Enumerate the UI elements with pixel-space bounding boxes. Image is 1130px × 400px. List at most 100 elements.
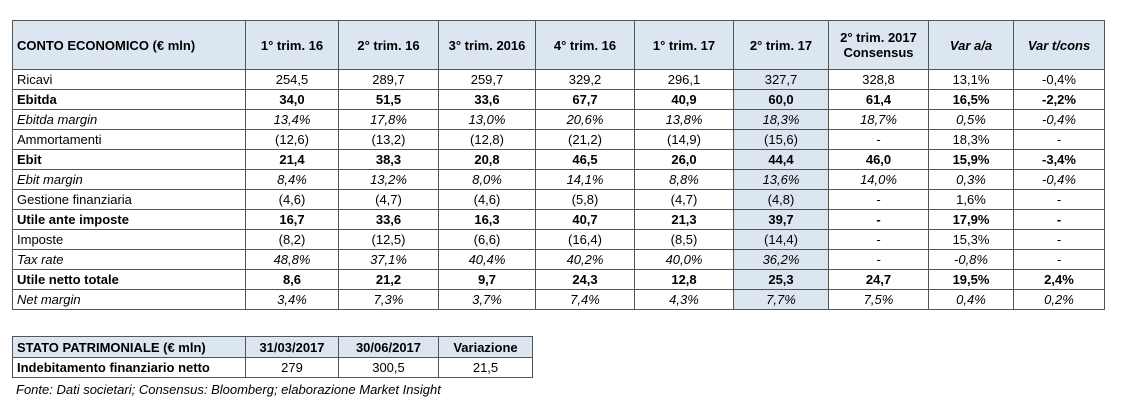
- cell: 2° trim. 2017 Consensus: [828, 20, 929, 70]
- cell: 2,4%: [1013, 269, 1105, 290]
- cell: 2° trim. 16: [338, 20, 439, 70]
- cell: Ebit margin: [12, 169, 246, 190]
- cell: 33,6: [338, 209, 439, 230]
- cell: 8,6: [245, 269, 339, 290]
- cell: 300,5: [338, 357, 439, 378]
- cell: Variazione: [438, 336, 533, 358]
- cell: 4° trim. 16: [535, 20, 635, 70]
- cell: Var a/a: [928, 20, 1014, 70]
- cell: 13,2%: [338, 169, 439, 190]
- table-row: Ebitda margin 13,4% 17,8% 13,0% 20,6% 13,8% 18…: [12, 109, 1105, 130]
- cell: (12,5): [338, 229, 439, 250]
- cell: 7,5%: [828, 289, 929, 310]
- cell: Var t/cons: [1013, 20, 1105, 70]
- cell: Indebitamento finanziario netto: [12, 357, 246, 378]
- cell: -: [1013, 129, 1105, 150]
- cell: 26,0: [634, 149, 734, 170]
- cell: 46,5: [535, 149, 635, 170]
- cell: 16,3: [438, 209, 536, 230]
- cell: 15,3%: [928, 229, 1014, 250]
- table-row: Indebitamento finanziario netto 279 300,5 2…: [12, 357, 533, 378]
- cell: -: [828, 229, 929, 250]
- cell: 48,8%: [245, 249, 339, 270]
- cell: 0,5%: [928, 109, 1014, 130]
- cell: 18,3%: [928, 129, 1014, 150]
- cell: 7,3%: [338, 289, 439, 310]
- cell: 20,6%: [535, 109, 635, 130]
- cell: 2° trim. 17: [733, 20, 829, 70]
- cell: -: [1013, 229, 1105, 250]
- cell: 296,1: [634, 69, 734, 90]
- cell: Ebitda: [12, 89, 246, 110]
- cell: -3,4%: [1013, 149, 1105, 170]
- cell: 33,6: [438, 89, 536, 110]
- cell: Tax rate: [12, 249, 246, 270]
- cell: 37,1%: [338, 249, 439, 270]
- cell: (15,6): [733, 129, 829, 150]
- cell: 60,0: [733, 89, 829, 110]
- cell: 21,2: [338, 269, 439, 290]
- cell: (4,6): [245, 189, 339, 210]
- cell: 36,2%: [733, 249, 829, 270]
- income-table: CONTO ECONOMICO (€ mln) 1° trim. 16 2° tri…: [12, 20, 1105, 310]
- cell: (6,6): [438, 229, 536, 250]
- cell: 17,9%: [928, 209, 1014, 230]
- cell: 17,8%: [338, 109, 439, 130]
- cell: 24,3: [535, 269, 635, 290]
- cell: 4,3%: [634, 289, 734, 310]
- cell: 61,4: [828, 89, 929, 110]
- cell: 12,8: [634, 269, 734, 290]
- cell: -: [828, 189, 929, 210]
- cell: 1,6%: [928, 189, 1014, 210]
- cell: 39,7: [733, 209, 829, 230]
- cell: Utile ante imposte: [12, 209, 246, 230]
- cell: -: [828, 209, 929, 230]
- cell: 279: [245, 357, 339, 378]
- cell: Gestione finanziaria: [12, 189, 246, 210]
- table-row: Utile ante imposte 16,7 33,6 16,3 40,7 21,3 39…: [12, 209, 1105, 230]
- cell: (8,5): [634, 229, 734, 250]
- cell: Imposte: [12, 229, 246, 250]
- cell: 38,3: [338, 149, 439, 170]
- cell: 0,4%: [928, 289, 1014, 310]
- cell: 7,7%: [733, 289, 829, 310]
- cell: -: [828, 249, 929, 270]
- header-row: CONTO ECONOMICO (€ mln) 1° trim. 16 2° tri…: [12, 20, 1105, 70]
- cell: 40,4%: [438, 249, 536, 270]
- cell: 13,4%: [245, 109, 339, 130]
- cell: -0,4%: [1013, 69, 1105, 90]
- table-row: Ebit 21,4 38,3 20,8 46,5 26,0 44,4 46,0 15,9% -3,…: [12, 149, 1105, 170]
- cell: 0,2%: [1013, 289, 1105, 310]
- table-row: Tax rate 48,8% 37,1% 40,4% 40,2% 40,0% 36,2% - -…: [12, 249, 1105, 270]
- cell: (12,6): [245, 129, 339, 150]
- cell: 13,1%: [928, 69, 1014, 90]
- cell: 18,7%: [828, 109, 929, 130]
- cell: -: [1013, 189, 1105, 210]
- cell: 21,5: [438, 357, 533, 378]
- cell: 25,3: [733, 269, 829, 290]
- table-row: Ebitda 34,0 51,5 33,6 67,7 40,9 60,0 61,4 16,5% -…: [12, 89, 1105, 110]
- table-row: Ricavi 254,5 289,7 259,7 329,2 296,1 327,7 328,…: [12, 69, 1105, 90]
- cell: -: [1013, 209, 1105, 230]
- cell: 9,7: [438, 269, 536, 290]
- cell: (4,6): [438, 189, 536, 210]
- cell: 16,5%: [928, 89, 1014, 110]
- cell: 1° trim. 17: [634, 20, 734, 70]
- cell: STATO PATRIMONIALE (€ mln): [12, 336, 246, 358]
- cell: 13,6%: [733, 169, 829, 190]
- cell: 21,3: [634, 209, 734, 230]
- table-row: Ebit margin 8,4% 13,2% 8,0% 14,1% 8,8% 13,6% 14…: [12, 169, 1105, 190]
- cell: (5,8): [535, 189, 635, 210]
- cell: Ammortamenti: [12, 129, 246, 150]
- table-row: Gestione finanziaria (4,6) (4,7) (4,6) (5,8)…: [12, 189, 1105, 210]
- cell: Ebitda margin: [12, 109, 246, 130]
- cell: 7,4%: [535, 289, 635, 310]
- cell: Ricavi: [12, 69, 246, 90]
- cell: (4,7): [338, 189, 439, 210]
- cell: CONTO ECONOMICO (€ mln): [12, 20, 246, 70]
- balance-table: STATO PATRIMONIALE (€ mln) 31/03/2017 30/0…: [12, 336, 533, 378]
- cell: -: [828, 129, 929, 150]
- cell: 40,0%: [634, 249, 734, 270]
- cell: 13,8%: [634, 109, 734, 130]
